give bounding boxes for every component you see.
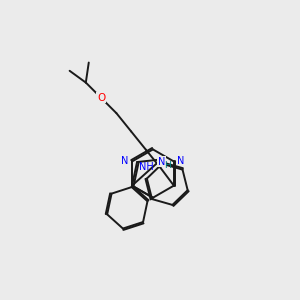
Text: NH: NH bbox=[140, 162, 154, 172]
Text: N: N bbox=[158, 157, 165, 166]
Text: N: N bbox=[177, 157, 185, 166]
Text: H: H bbox=[164, 160, 170, 169]
Text: O: O bbox=[97, 93, 105, 103]
Text: N: N bbox=[121, 157, 128, 166]
